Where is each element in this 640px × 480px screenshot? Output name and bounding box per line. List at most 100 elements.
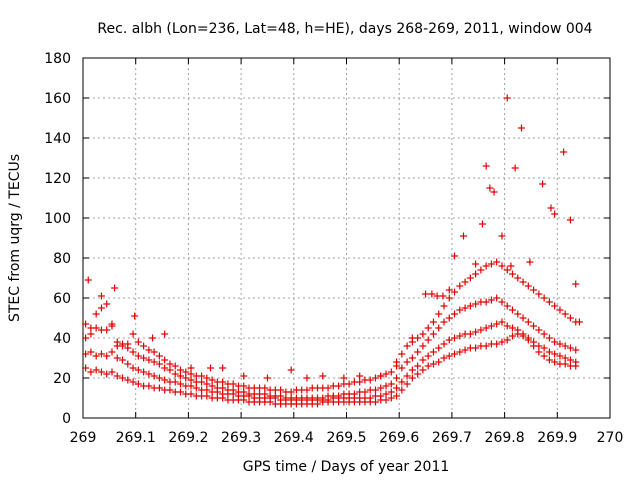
- data-point: [419, 330, 427, 338]
- data-point: [171, 362, 179, 370]
- data-point: [424, 336, 432, 344]
- data-point: [539, 180, 547, 188]
- data-point: [509, 324, 517, 332]
- data-point: [419, 366, 427, 374]
- data-point: [498, 262, 506, 270]
- x-tick-label: 270: [597, 430, 624, 446]
- data-point: [503, 322, 511, 330]
- data-point: [229, 380, 237, 388]
- data-point: [472, 270, 480, 278]
- data-point: [108, 320, 116, 328]
- data-point: [509, 306, 517, 314]
- data-point: [366, 376, 374, 384]
- data-point: [482, 162, 490, 170]
- data-point: [435, 344, 443, 352]
- data-point: [403, 358, 411, 366]
- data-point: [530, 286, 538, 294]
- data-point: [393, 392, 401, 400]
- data-point: [150, 358, 158, 366]
- data-point: [514, 310, 522, 318]
- data-point: [187, 364, 195, 372]
- data-point: [161, 364, 169, 372]
- data-point: [171, 370, 179, 378]
- y-tick-label: 160: [44, 91, 71, 107]
- data-point: [140, 368, 148, 376]
- y-tick-label: 120: [44, 171, 71, 187]
- data-point: [456, 306, 464, 314]
- data-point: [435, 324, 443, 332]
- data-point: [108, 368, 116, 376]
- data-points: [82, 94, 583, 408]
- data-point: [161, 330, 169, 338]
- data-point: [566, 344, 574, 352]
- data-point: [150, 372, 158, 380]
- data-point: [424, 352, 432, 360]
- data-point: [498, 232, 506, 240]
- data-point: [350, 390, 358, 398]
- data-point: [482, 342, 490, 350]
- data-point: [445, 314, 453, 322]
- data-point: [103, 326, 111, 334]
- data-point: [176, 388, 184, 396]
- data-point: [87, 348, 95, 356]
- data-point: [92, 310, 100, 318]
- data-point: [176, 372, 184, 380]
- data-point: [103, 352, 111, 360]
- data-point: [345, 380, 353, 388]
- data-point: [208, 376, 216, 384]
- y-tick-label: 180: [44, 51, 71, 67]
- x-tick-label: 269.9: [537, 430, 577, 446]
- data-point: [547, 204, 555, 212]
- data-point: [377, 372, 385, 380]
- data-point: [503, 336, 511, 344]
- data-point: [456, 348, 464, 356]
- data-point: [287, 388, 295, 396]
- data-point: [377, 392, 385, 400]
- data-point: [356, 378, 364, 386]
- x-axis-label: GPS time / Days of year 2011: [243, 459, 450, 475]
- data-point: [551, 210, 559, 218]
- data-point: [97, 292, 105, 300]
- data-point: [424, 324, 432, 332]
- data-point: [556, 306, 564, 314]
- data-point: [445, 286, 453, 294]
- data-point: [187, 376, 195, 384]
- data-point: [87, 368, 95, 376]
- data-point: [398, 386, 406, 394]
- data-point: [440, 302, 448, 310]
- data-point: [124, 376, 132, 384]
- data-point: [155, 352, 163, 360]
- data-point: [203, 392, 211, 400]
- data-point: [166, 360, 174, 368]
- data-point: [393, 358, 401, 366]
- data-point: [140, 354, 148, 362]
- data-point: [429, 348, 437, 356]
- data-point: [166, 386, 174, 394]
- x-tick-label: 269.4: [274, 430, 314, 446]
- data-point: [493, 258, 501, 266]
- data-point: [545, 334, 553, 342]
- data-point: [526, 258, 534, 266]
- data-point: [535, 342, 543, 350]
- data-point: [263, 374, 271, 382]
- data-point: [422, 290, 430, 298]
- data-point: [472, 260, 480, 268]
- data-point: [303, 374, 311, 382]
- x-tick-label: 269.1: [116, 430, 156, 446]
- data-point: [103, 370, 111, 378]
- y-tick-label: 60: [53, 291, 71, 307]
- data-point: [129, 364, 137, 372]
- data-point: [150, 348, 158, 356]
- data-point: [503, 94, 511, 102]
- data-point: [530, 338, 538, 346]
- data-point: [387, 380, 395, 388]
- data-point: [466, 302, 474, 310]
- data-point: [490, 188, 498, 196]
- data-point: [556, 340, 564, 348]
- data-point: [424, 362, 432, 370]
- data-point: [403, 342, 411, 350]
- data-point: [561, 342, 569, 350]
- data-point: [134, 366, 142, 374]
- data-point: [408, 366, 416, 374]
- data-point: [477, 326, 485, 334]
